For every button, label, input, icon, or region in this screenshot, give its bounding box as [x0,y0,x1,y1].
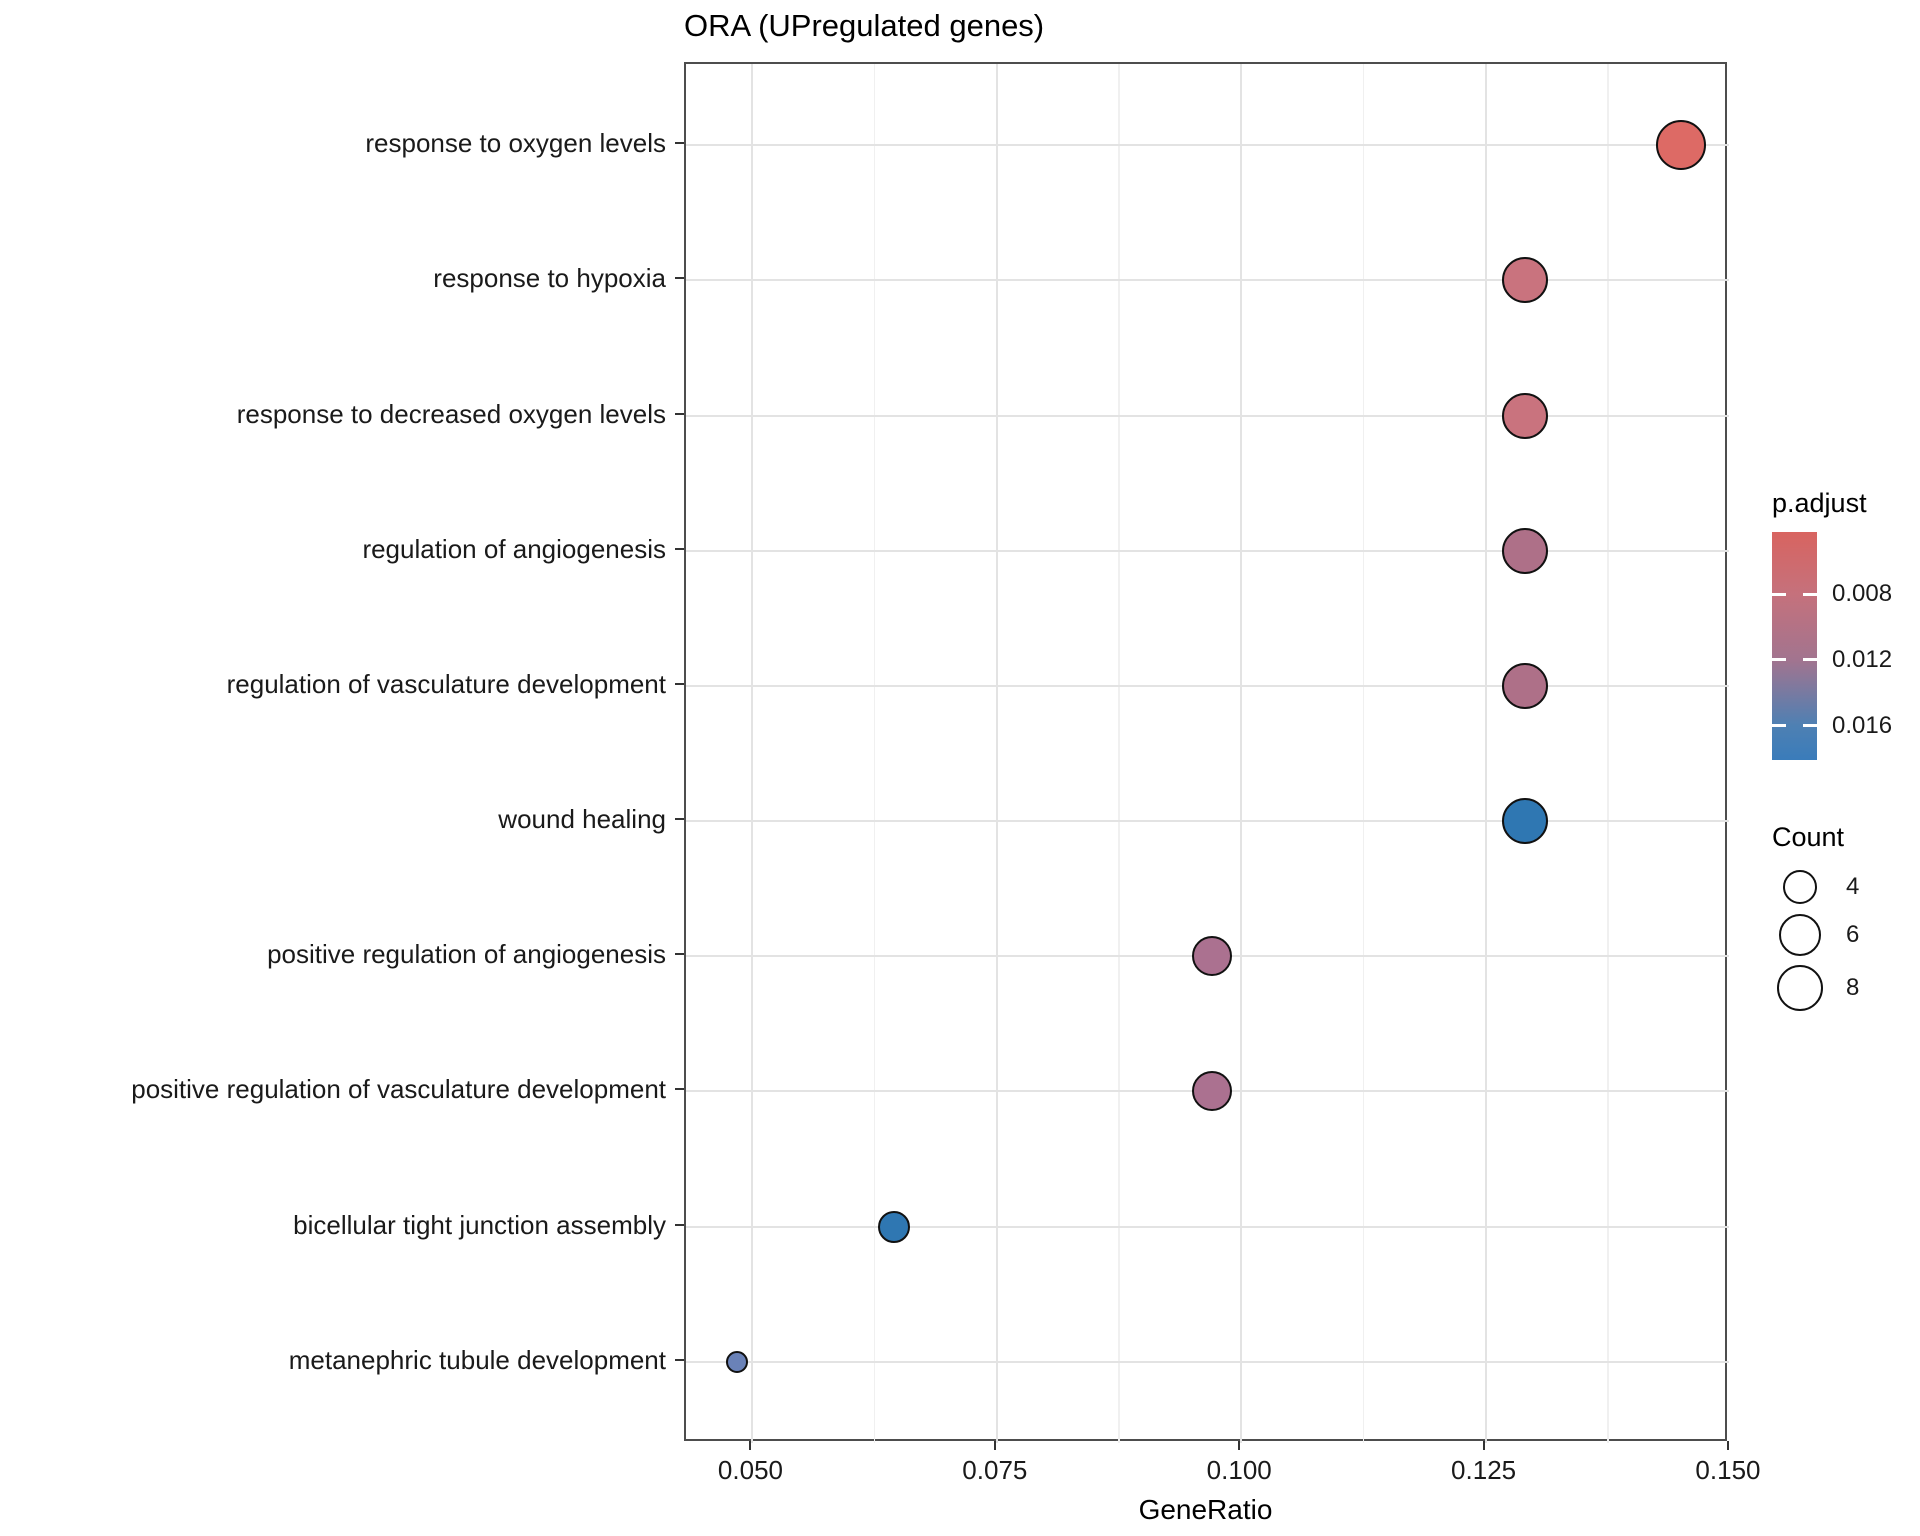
count-legend-circle [1783,870,1817,904]
data-point [878,1210,911,1243]
x-axis-tick-label: 0.150 [1695,1455,1761,1485]
data-point [725,1350,748,1373]
count-legend-circle [1777,965,1823,1011]
y-axis-label: wound healing [498,804,666,835]
data-point [1501,392,1548,439]
y-axis-label: response to oxygen levels [365,128,666,159]
data-point [1501,662,1548,709]
gridline-major-y [686,549,1729,552]
x-axis-tick-label: 0.100 [1206,1455,1272,1485]
x-tick-mark [1482,1441,1485,1450]
gridline-major-y [686,684,1729,687]
y-tick-mark [675,412,684,415]
x-axis-tick-label: 0.075 [962,1455,1028,1485]
gridline-minor-x [1607,64,1609,1443]
gridline-major-x [751,64,754,1443]
data-point [1191,936,1232,977]
padjust-legend-title: p.adjust [1772,488,1867,518]
gridline-minor-x [1118,64,1120,1443]
colorbar-tick-mark [1803,592,1817,596]
gridline-major-y [686,144,1729,147]
gridline-major-x [1240,64,1243,1443]
data-point [1501,798,1548,845]
y-tick-mark [675,1088,684,1091]
x-axis-tick-label: 0.125 [1451,1455,1517,1485]
y-axis-label: regulation of angiogenesis [362,533,666,564]
data-point [1656,120,1707,171]
y-axis-label: positive regulation of angiogenesis [267,939,666,970]
x-tick-mark [749,1441,752,1450]
x-tick-mark [993,1441,996,1450]
colorbar-tick-label: 0.008 [1832,580,1893,608]
y-tick-mark [675,142,684,145]
gridline-major-y [686,414,1729,417]
y-tick-mark [675,1223,684,1226]
count-legend-label: 4 [1846,873,1860,900]
x-axis-title: GeneRatio [1138,1494,1273,1525]
padjust-colorbar [1772,532,1817,760]
x-axis-tick-label: 0.050 [717,1455,783,1485]
colorbar-tick-mark [1772,658,1786,662]
gridline-major-y [686,1225,1729,1228]
y-tick-mark [675,1358,684,1361]
colorbar-tick-mark [1803,724,1817,728]
plot-title: ORA (UPregulated genes) [684,8,1045,43]
gridline-major-y [686,1360,1729,1363]
gridline-major-y [686,279,1729,282]
gridline-minor-x [1362,64,1365,1443]
plot-panel [684,62,1729,1443]
y-axis-label: regulation of vasculature development [226,668,666,699]
y-axis-label: positive regulation of vasculature devel… [131,1074,666,1105]
data-point [1191,1071,1232,1112]
x-tick-mark [1726,1441,1729,1450]
y-axis-label: bicellular tight junction assembly [293,1209,666,1240]
colorbar-tick-label: 0.016 [1832,711,1893,739]
count-legend-circle [1779,914,1821,956]
count-legend-label: 6 [1846,921,1860,948]
colorbar-tick-mark [1772,724,1786,728]
y-axis-label: response to hypoxia [433,263,666,294]
gridline-major-x [995,64,998,1443]
y-axis-label: response to decreased oxygen levels [236,398,666,429]
data-point [1501,257,1548,304]
x-tick-mark [1238,1441,1241,1450]
colorbar-tick-mark [1803,658,1817,662]
y-tick-mark [675,277,684,280]
y-tick-mark [675,547,684,550]
y-tick-mark [675,953,684,956]
colorbar-tick-mark [1772,592,1786,596]
y-tick-mark [675,682,684,685]
data-point [1501,527,1548,574]
y-axis-label: metanephric tubule development [288,1344,666,1375]
count-legend-title: Count [1772,822,1845,852]
colorbar-tick-label: 0.012 [1832,645,1893,673]
y-tick-mark [675,818,684,821]
gridline-major-y [686,820,1729,823]
gridline-major-x [1484,64,1487,1443]
count-legend-label: 8 [1846,974,1860,1001]
gridline-minor-x [873,64,876,1443]
